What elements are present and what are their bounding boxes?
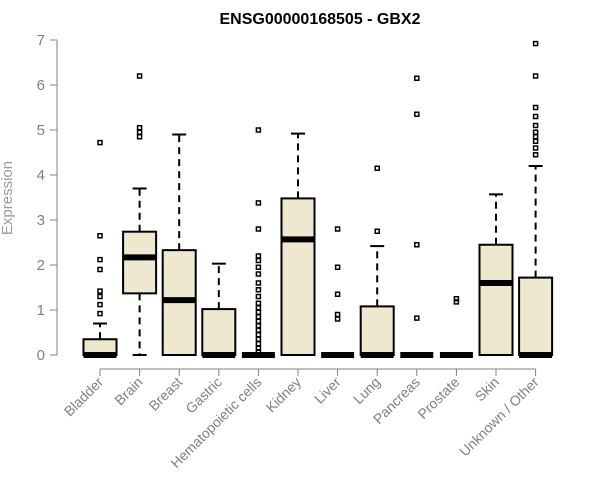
outlier-point <box>255 332 262 338</box>
outlier-point <box>255 280 262 286</box>
outlier-point <box>255 309 262 315</box>
outlier-point <box>532 40 539 47</box>
outlier-point <box>255 253 262 259</box>
outlier-point <box>334 264 341 270</box>
x-tick-label-liver: Liver <box>311 374 344 407</box>
outlier-point <box>374 165 380 171</box>
y-axis-label: Expression <box>0 161 16 235</box>
x-tick-label-lung: Lung <box>350 374 383 407</box>
outlier-point <box>532 113 539 120</box>
outlier-point <box>255 327 262 333</box>
outlier-point <box>453 296 460 302</box>
x-tick-label-brain: Brain <box>111 374 145 408</box>
outlier-point <box>532 145 539 151</box>
outlier-point <box>255 318 262 324</box>
y-tick-label: 5 <box>37 122 45 139</box>
y-tick-label: 4 <box>37 167 45 184</box>
y-tick-label: 1 <box>37 302 45 319</box>
outlier-point <box>97 293 103 300</box>
outlier-point <box>414 242 420 248</box>
outlier-point <box>255 226 262 232</box>
outlier-point <box>255 287 262 293</box>
outlier-point <box>255 336 262 342</box>
outlier-point <box>414 75 420 81</box>
outlier-point <box>255 349 262 355</box>
x-tick-label-breast: Breast <box>145 374 185 414</box>
outlier-point <box>136 129 143 135</box>
outlier-point <box>374 228 380 234</box>
y-tick-label: 7 <box>37 32 45 49</box>
outlier-point <box>414 111 420 117</box>
outlier-point <box>97 256 103 263</box>
box-brain <box>122 230 158 295</box>
box-lung <box>359 305 395 356</box>
outlier-point <box>334 291 341 297</box>
outlier-point <box>255 264 262 270</box>
outlier-point <box>532 138 539 144</box>
y-tick-label: 2 <box>37 257 45 274</box>
outlier-point <box>532 134 539 140</box>
outlier-point <box>532 104 539 111</box>
y-tick-label: 6 <box>37 77 45 94</box>
box-unknown-other <box>518 276 554 357</box>
outlier-point <box>97 288 103 294</box>
outlier-point <box>255 271 262 277</box>
outlier-point <box>334 311 341 318</box>
y-tick-label: 3 <box>37 212 45 229</box>
outlier-point <box>136 73 143 79</box>
outlier-point <box>136 125 143 131</box>
outlier-point <box>97 266 103 273</box>
y-tick-label: 0 <box>37 347 45 364</box>
box-gastric <box>201 308 237 357</box>
outlier-point <box>532 129 539 135</box>
outlier-point <box>97 310 103 317</box>
chart-title: ENSG00000168505 - GBX2 <box>219 11 420 28</box>
outlier-point <box>453 299 460 305</box>
outlier-point <box>255 127 262 133</box>
outlier-point <box>532 73 539 79</box>
outlier-point <box>255 314 262 320</box>
outlier-point <box>532 122 539 129</box>
outlier-point <box>334 226 341 232</box>
outlier-point <box>97 301 103 308</box>
x-tick-label-prostate: Prostate <box>414 374 462 422</box>
outlier-point <box>255 300 262 306</box>
outlier-point <box>97 233 103 239</box>
box-kidney <box>280 197 316 356</box>
x-tick-label-skin: Skin <box>472 374 503 405</box>
outlier-point <box>532 152 539 158</box>
outlier-point <box>414 315 420 321</box>
outlier-point <box>255 257 262 264</box>
box-skin <box>478 243 514 356</box>
outlier-point <box>255 293 262 300</box>
outlier-point <box>97 139 103 146</box>
outlier-point <box>255 305 262 311</box>
outlier-point <box>334 316 341 322</box>
outlier-point <box>136 134 143 140</box>
outlier-point <box>255 341 262 347</box>
x-tick-label-kidney: Kidney <box>263 374 305 416</box>
outlier-point <box>255 323 262 329</box>
outlier-point <box>255 200 262 206</box>
x-tick-label-bladder: Bladder <box>61 374 107 420</box>
